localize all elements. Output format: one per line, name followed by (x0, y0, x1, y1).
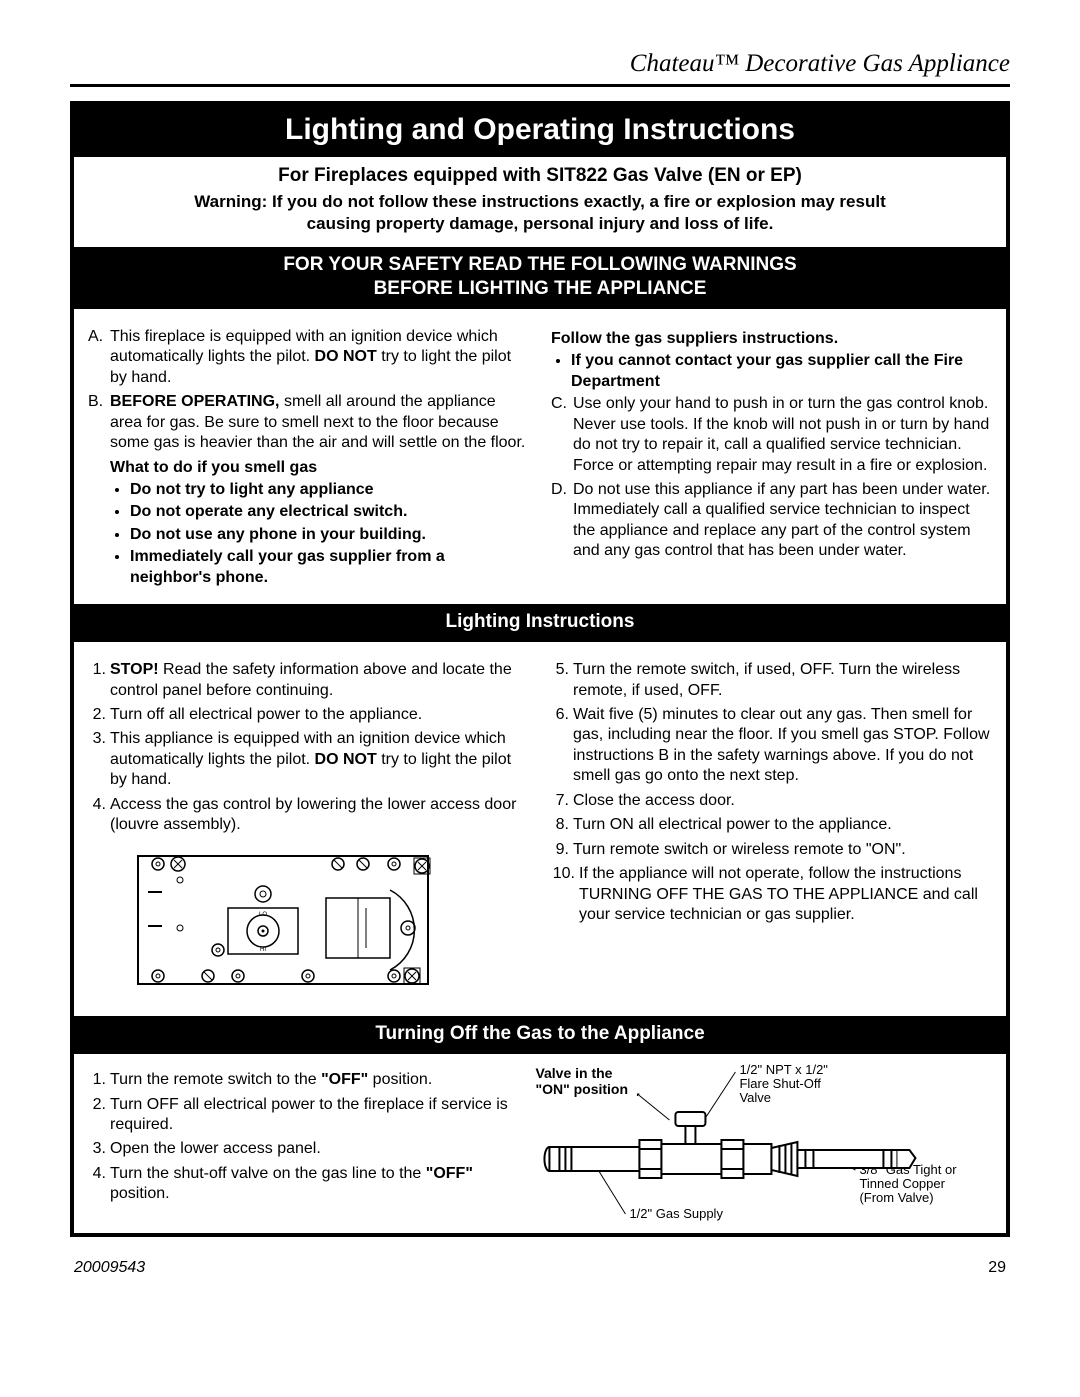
bullet-4: Immediately call your gas supplier from … (130, 547, 529, 588)
warning-text: Warning: If you do not follow these inst… (74, 191, 1006, 247)
control-panel-diagram: LO HI (108, 850, 448, 990)
safety-header-line2: BEFORE LIGHTING THE APPLIANCE (74, 277, 1006, 301)
step-1: 1. STOP! Read the safety information abo… (88, 660, 529, 701)
bullet-2: Do not operate any electrical switch. (130, 502, 529, 522)
subtitle: For Fireplaces equipped with SIT822 Gas … (74, 157, 1006, 191)
supplier-bullets: If you cannot contact your gas supplier … (551, 351, 992, 392)
svg-text:HI: HI (260, 947, 266, 953)
safety-header-line1: FOR YOUR SAFETY READ THE FOLLOWING WARNI… (74, 253, 1006, 277)
safety-item-d: D. Do not use this appliance if any part… (551, 480, 992, 562)
step-9: 9. Turn remote switch or wireless remote… (551, 840, 992, 860)
page-number: 29 (988, 1259, 1006, 1277)
safety-col-left: A. This fireplace is equipped with an ig… (88, 327, 529, 591)
svg-text:Valve in the: Valve in the (536, 1065, 613, 1081)
off-step-1: 1. Turn the remote switch to the "OFF" p… (88, 1070, 517, 1090)
doc-number: 20009543 (74, 1259, 145, 1277)
warning-label: Warning: (194, 192, 267, 211)
bullet-1: Do not try to light any appliance (130, 480, 529, 500)
step-8: 8. Turn ON all electrical power to the a… (551, 815, 992, 835)
valve-diagram: Valve in the "ON" position 1/2" NPT x 1/… (527, 1064, 992, 1224)
step-5: 5. Turn the remote switch, if used, OFF.… (551, 660, 992, 701)
svg-text:Valve: Valve (740, 1090, 772, 1105)
smell-gas-bullets: Do not try to light any appliance Do not… (88, 480, 529, 588)
lighting-columns: 1. STOP! Read the safety information abo… (74, 642, 1006, 1016)
main-content-box: Lighting and Operating Instructions For … (70, 101, 1010, 1237)
main-title: Lighting and Operating Instructions (74, 105, 1006, 157)
safety-columns: A. This fireplace is equipped with an ig… (74, 309, 1006, 605)
warning-body: If you do not follow these instructions … (272, 192, 886, 233)
off-step-2: 2. Turn OFF all electrical power to the … (88, 1095, 517, 1136)
off-step-3: 3. Open the lower access panel. (88, 1139, 517, 1159)
turn-off-section: 1. Turn the remote switch to the "OFF" p… (74, 1054, 1006, 1232)
lighting-col-left: 1. STOP! Read the safety information abo… (88, 660, 529, 1002)
turn-off-steps: 1. Turn the remote switch to the "OFF" p… (88, 1064, 517, 1230)
svg-text:LO: LO (259, 912, 267, 918)
turn-off-header: Turning Off the Gas to the Appliance (74, 1016, 1006, 1054)
svg-text:Tinned Copper: Tinned Copper (860, 1176, 946, 1191)
valve-diagram-container: Valve in the "ON" position 1/2" NPT x 1/… (527, 1064, 992, 1230)
svg-text:(From Valve): (From Valve) (860, 1190, 934, 1205)
svg-text:1/2" Gas Supply: 1/2" Gas Supply (630, 1206, 724, 1221)
safety-item-a: A. This fireplace is equipped with an ig… (88, 327, 529, 388)
step-4: 4. Access the gas control by lowering th… (88, 795, 529, 836)
step-6: 6. Wait five (5) minutes to clear out an… (551, 705, 992, 787)
safety-item-c: C. Use only your hand to push in or turn… (551, 394, 992, 476)
safety-item-b: B. BEFORE OPERATING, smell all around th… (88, 392, 529, 453)
svg-text:Flare Shut-Off: Flare Shut-Off (740, 1076, 822, 1091)
lighting-header: Lighting Instructions (74, 604, 1006, 642)
step-3: 3. This appliance is equipped with an ig… (88, 729, 529, 790)
brand-header: Chateau™ Decorative Gas Appliance (70, 50, 1010, 87)
follow-supplier: Follow the gas suppliers instructions. (551, 329, 992, 349)
step-7: 7. Close the access door. (551, 791, 992, 811)
svg-text:"ON" position: "ON" position (536, 1081, 629, 1097)
off-step-4: 4. Turn the shut-off valve on the gas li… (88, 1164, 517, 1205)
safety-header: FOR YOUR SAFETY READ THE FOLLOWING WARNI… (74, 247, 1006, 309)
safety-col-right: Follow the gas suppliers instructions. I… (551, 327, 992, 591)
step-10: 10. If the appliance will not operate, f… (551, 864, 992, 925)
what-to-do-heading: What to do if you smell gas (88, 458, 529, 478)
step-2: 2. Turn off all electrical power to the … (88, 705, 529, 725)
lighting-col-right: 5. Turn the remote switch, if used, OFF.… (551, 660, 992, 1002)
bullet-3: Do not use any phone in your building. (130, 525, 529, 545)
page-footer: 20009543 29 (70, 1259, 1010, 1277)
cannot-contact: If you cannot contact your gas supplier … (571, 351, 992, 392)
